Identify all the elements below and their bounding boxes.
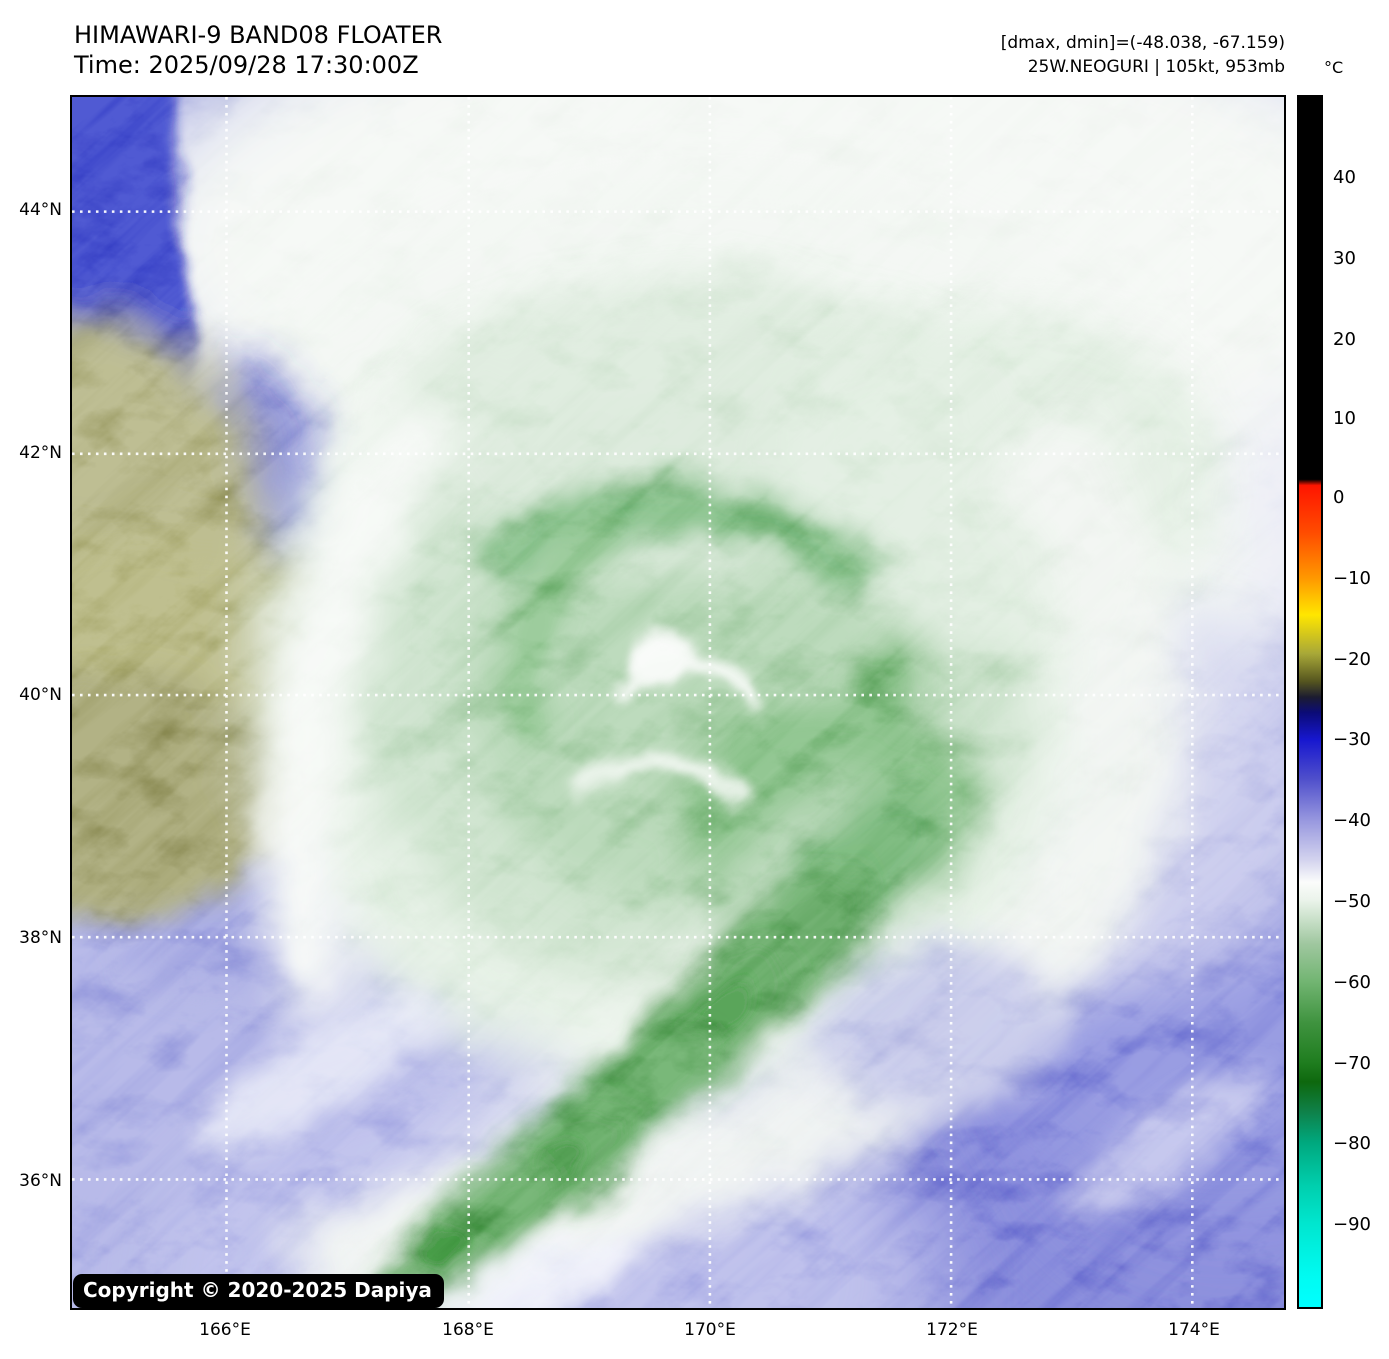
lat-tick-label: 40°N — [19, 685, 62, 705]
colorbar-tick-label: 10 — [1333, 408, 1356, 429]
colorbar-tick-label: 0 — [1333, 487, 1345, 508]
streak-texture — [72, 97, 1284, 1308]
lon-tick-label: 168°E — [442, 1320, 494, 1340]
lon-tick-label: 166°E — [199, 1320, 251, 1340]
lat-tick-label: 36°N — [19, 1171, 62, 1191]
lat-tick-label: 44°N — [19, 200, 62, 220]
page-title: HIMAWARI-9 BAND08 FLOATER — [74, 21, 443, 49]
gridlines — [72, 97, 1284, 1308]
colorbar-tick-label: −80 — [1333, 1133, 1371, 1154]
satellite-map: Copyright © 2020-2025 Dapiya — [70, 95, 1286, 1310]
lat-tick-label: 42°N — [19, 443, 62, 463]
colorbar-tick-label: −70 — [1333, 1053, 1371, 1074]
dmax-dmin-label: [dmax, dmin]=(-48.038, -67.159) — [1000, 33, 1285, 53]
colorbar-tick-label: −20 — [1333, 649, 1371, 670]
colorbar-tick-label: 30 — [1333, 248, 1356, 269]
lon-tick-label: 172°E — [926, 1320, 978, 1340]
colorbar-unit-label: °C — [1324, 58, 1344, 77]
timestamp-label: Time: 2025/09/28 17:30:00Z — [74, 51, 419, 79]
colorbar-tick-label: −40 — [1333, 810, 1371, 831]
colorbar-tick-label: −60 — [1333, 972, 1371, 993]
colorbar-tick-label: −50 — [1333, 891, 1371, 912]
colorbar-tick-label: −10 — [1333, 568, 1371, 589]
copyright-badge: Copyright © 2020-2025 Dapiya — [73, 1274, 444, 1308]
storm-info-label: 25W.NEOGURI | 105kt, 953mb — [1027, 57, 1285, 77]
temperature-colorbar — [1297, 95, 1323, 1309]
lon-tick-label: 174°E — [1168, 1320, 1220, 1340]
lon-tick-label: 170°E — [684, 1320, 736, 1340]
colorbar-tick-label: 40 — [1333, 167, 1356, 188]
colorbar-tick-label: 20 — [1333, 329, 1356, 350]
satellite-imagery — [72, 97, 1284, 1308]
colorbar-tick-label: −30 — [1333, 729, 1371, 750]
colorbar-tick-label: −90 — [1333, 1214, 1371, 1235]
lat-tick-label: 38°N — [19, 928, 62, 948]
